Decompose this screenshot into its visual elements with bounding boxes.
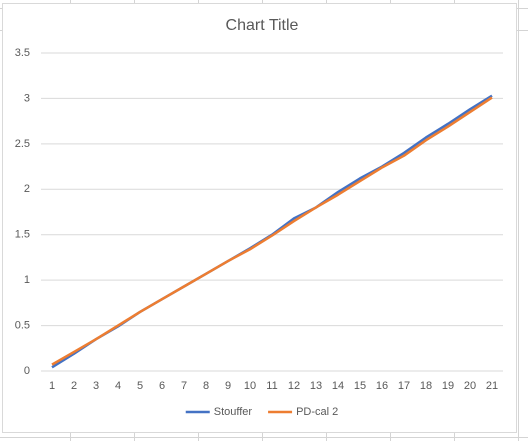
x-tick-label: 20: [464, 380, 476, 392]
x-tick-label: 7: [181, 380, 187, 392]
chart-area: [2, 3, 517, 433]
x-tick-label: 16: [376, 380, 388, 392]
x-tick-label: 6: [159, 380, 165, 392]
x-tick-label: 1: [49, 380, 55, 392]
chart-title: Chart Title: [226, 17, 299, 34]
x-tick-label: 21: [486, 380, 498, 392]
x-tick-label: 3: [93, 380, 99, 392]
y-tick-label: 1: [24, 274, 30, 286]
x-tick-label: 4: [115, 380, 121, 392]
y-tick-label: 2.5: [15, 138, 30, 150]
x-tick-label: 2: [71, 380, 77, 392]
y-tick-label: 1.5: [15, 229, 30, 241]
x-tick-label: 12: [288, 380, 300, 392]
y-tick-label: 2: [24, 183, 30, 195]
x-tick-label: 19: [442, 380, 454, 392]
x-tick-label: 10: [244, 380, 256, 392]
x-tick-label: 18: [420, 380, 432, 392]
x-tick-label: 9: [225, 380, 231, 392]
x-tick-label: 17: [398, 380, 410, 392]
x-tick-label: 8: [203, 380, 209, 392]
legend-label: PD-cal 2: [296, 406, 338, 418]
x-tick-label: 11: [266, 380, 277, 392]
x-tick-label: 15: [354, 380, 366, 392]
x-tick-label: 14: [332, 380, 344, 392]
y-tick-label: 3.5: [15, 47, 30, 59]
legend-label: Stouffer: [214, 406, 253, 418]
y-tick-label: 0.5: [15, 319, 30, 331]
series-line: [51, 96, 493, 366]
y-tick-label: 3: [24, 92, 30, 104]
y-tick-label: 0: [24, 365, 30, 377]
x-tick-label: 13: [310, 380, 322, 392]
x-tick-label: 5: [137, 380, 143, 392]
